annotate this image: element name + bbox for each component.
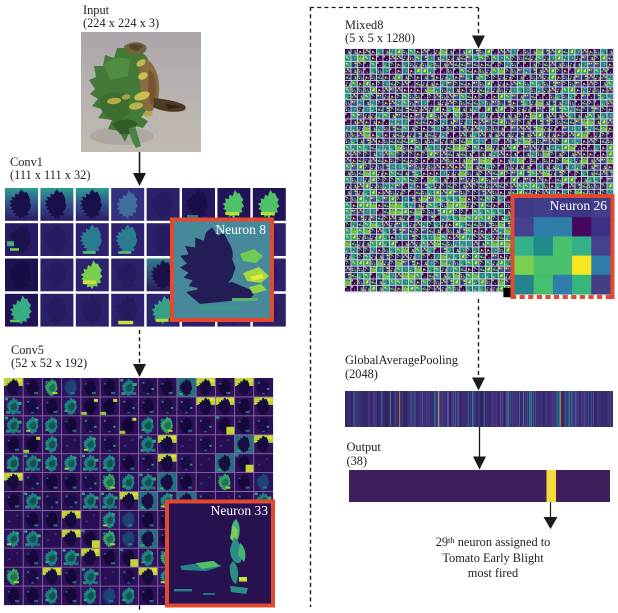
svg-text:Neuron 8: Neuron 8 xyxy=(215,222,266,237)
svg-text:Neuron 26: Neuron 26 xyxy=(550,198,608,213)
svg-text:Neuron 33: Neuron 33 xyxy=(211,503,269,518)
